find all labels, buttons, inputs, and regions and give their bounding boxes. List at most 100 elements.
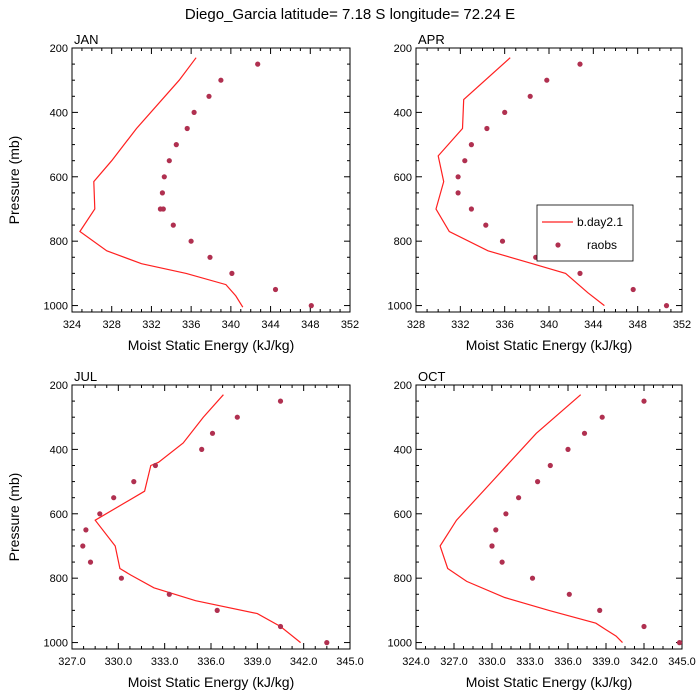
obs-point-oct (599, 414, 605, 420)
y-tick-label-apr: 800 (394, 236, 412, 248)
legend-label-obs: raobs (587, 238, 617, 252)
x-tick-label-apr: 340 (540, 319, 558, 331)
y-tick-label-apr: 400 (394, 107, 412, 119)
obs-point-oct (547, 462, 553, 469)
panel-title-jul: JUL (74, 369, 97, 384)
obs-point-jul (234, 414, 240, 420)
obs-point-oct (641, 623, 647, 630)
x-tick-label-jul: 333.0 (151, 656, 179, 668)
obs-point-jul (199, 446, 205, 452)
x-tick-label-jan: 344 (261, 319, 279, 331)
y-tick-label-oct: 400 (394, 444, 412, 456)
obs-point-jul (166, 591, 172, 597)
y-tick-label-jan: 800 (50, 236, 68, 248)
figure-title: Diego_Garcia latitude= 7.18 S longitude=… (185, 6, 515, 23)
y-tick-label-jan: 1000 (44, 301, 68, 313)
obs-point-jul (80, 543, 86, 549)
y-tick-label-jul: 600 (50, 509, 68, 521)
panel-jul: JUL 327.0 330.0 333.0 336.0 339.0 342.0 345.0 20… (6, 369, 364, 690)
obs-point-oct (581, 430, 588, 436)
obs-point-jan (218, 77, 224, 83)
y-tick-label-jan: 600 (50, 172, 68, 184)
obs-point-jan (191, 109, 197, 115)
y-tick-label-oct: 800 (394, 573, 412, 585)
x-tick-label-oct: 342.0 (630, 656, 658, 668)
obs-point-oct (493, 527, 499, 533)
x-axis-title-jan: Moist Static Energy (kJ/kg) (128, 337, 295, 353)
obs-point-jan (206, 93, 212, 99)
x-tick-label-jan: 352 (341, 319, 359, 331)
y-tick-label-jul: 1000 (44, 638, 68, 650)
obs-point-jan (159, 190, 165, 196)
x-tick-label-apr: 348 (628, 319, 646, 331)
plot-frame-jul (71, 384, 351, 650)
obs-point-jan (188, 238, 194, 244)
obs-point-jan (207, 254, 213, 260)
obs-point-jul (209, 430, 216, 436)
x-tick-label-oct: 330.0 (478, 656, 506, 668)
x-tick-label-apr: 332 (451, 319, 469, 331)
x-tick-label-apr: 328 (407, 319, 425, 331)
obs-point-oct (566, 591, 572, 597)
obs-point-apr (484, 125, 490, 132)
model-line-jul (94, 394, 301, 644)
y-tick-label-jul: 800 (50, 573, 68, 585)
plot-frame-oct (415, 384, 683, 650)
obs-point-apr (527, 93, 533, 99)
obs-point-jul (131, 479, 137, 485)
obs-point-jul (111, 495, 117, 501)
x-tick-label-jan: 348 (301, 319, 319, 331)
model-line-apr (435, 57, 605, 307)
obs-point-jul (324, 640, 330, 646)
obs-point-jul (277, 398, 284, 404)
obs-point-apr (577, 270, 583, 276)
x-axis-title-oct: Moist Static Energy (kJ/kg) (466, 674, 633, 690)
y-tick-label-jan: 400 (50, 107, 68, 119)
obs-point-apr (455, 174, 461, 180)
plot-frame-apr (415, 47, 683, 313)
obs-point-jul (87, 559, 94, 565)
x-tick-label-jan: 328 (103, 319, 121, 331)
obs-point-apr (544, 77, 550, 83)
y-axis-title-jan: Pressure (mb) (6, 136, 22, 225)
y-tick-label-oct: 600 (394, 509, 412, 521)
panel-title-oct: OCT (418, 369, 446, 384)
legend-marker-swatch (555, 242, 561, 248)
obs-point-jul (214, 607, 220, 614)
obs-point-oct (597, 607, 603, 614)
x-tick-label-jan: 336 (182, 319, 200, 331)
obs-point-jan (161, 174, 167, 180)
obs-point-jan (229, 270, 235, 276)
obs-point-jul (152, 462, 158, 469)
obs-point-oct (535, 479, 541, 485)
x-tick-label-jan: 324 (63, 319, 81, 331)
y-tick-label-apr: 600 (394, 172, 412, 184)
model-line-oct (439, 394, 623, 644)
obs-point-jul (97, 511, 103, 517)
panel-jan: JAN 324 328 332 336 340 344 348 352 200 400 600 800 1… (6, 32, 359, 353)
obs-point-oct (641, 398, 647, 404)
obs-point-oct (503, 511, 509, 517)
x-tick-label-jul: 327.0 (58, 656, 86, 668)
obs-point-oct (489, 543, 495, 549)
legend-label-model: b.day2.1 (577, 215, 623, 229)
x-tick-label-oct: 345.0 (668, 656, 696, 668)
y-tick-label-oct: 1000 (388, 638, 412, 650)
y-tick-label-apr: 200 (394, 43, 412, 55)
obs-point-oct (499, 559, 505, 565)
y-tick-label-apr: 1000 (388, 301, 412, 313)
obs-point-jan (157, 206, 163, 212)
obs-point-jul (277, 623, 284, 630)
model-line-jan (79, 57, 244, 308)
x-tick-label-apr: 352 (673, 319, 691, 331)
plot-frame-jan (71, 47, 351, 313)
x-tick-label-apr: 344 (584, 319, 602, 331)
obs-point-oct (516, 495, 522, 501)
y-tick-label-jan: 200 (50, 43, 68, 55)
x-axis-title-apr: Moist Static Energy (kJ/kg) (466, 337, 633, 353)
panel-title-jan: JAN (74, 32, 99, 47)
obs-point-oct (529, 575, 536, 581)
x-tick-label-oct: 339.0 (592, 656, 620, 668)
x-tick-label-oct: 327.0 (440, 656, 468, 668)
x-tick-label-oct: 324.0 (402, 656, 430, 668)
